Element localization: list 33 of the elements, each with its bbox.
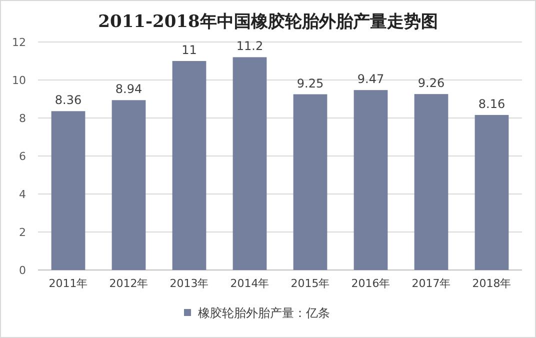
- x-tick-label: 2012年: [109, 277, 148, 290]
- x-tick-label: 2016年: [351, 277, 390, 290]
- bar: [112, 100, 146, 270]
- y-tick-label: 2: [19, 226, 26, 239]
- x-tick-label: 2011年: [48, 277, 88, 290]
- data-label: 8.16: [478, 96, 506, 111]
- legend-label: 橡胶轮胎外胎产量：亿条: [198, 306, 330, 320]
- y-tick-label: 8: [19, 112, 26, 125]
- x-tick-label: 2015年: [290, 277, 330, 290]
- bar: [51, 111, 86, 270]
- x-tick-label: 2014年: [230, 277, 270, 290]
- data-label: 9.26: [418, 76, 445, 90]
- x-tick-label: 2018年: [472, 277, 512, 290]
- data-label: 9.25: [296, 76, 324, 90]
- bar: [172, 61, 206, 270]
- bar: [293, 94, 328, 270]
- data-label: 11.2: [236, 39, 264, 54]
- bar: [474, 114, 509, 270]
- data-label: 9.47: [357, 72, 384, 86]
- y-tick-label: 12: [12, 36, 26, 49]
- bar: [414, 94, 448, 270]
- chart-title: 2011-2018年中国橡胶轮胎外胎产量走势图: [98, 12, 438, 32]
- data-label: 11: [182, 43, 197, 57]
- bar: [354, 90, 388, 270]
- x-tick-label: 2013年: [170, 277, 209, 290]
- x-tick-label: 2017年: [412, 277, 451, 290]
- y-tick-label: 6: [19, 150, 26, 163]
- data-label: 8.94: [115, 82, 142, 96]
- y-tick-label: 4: [19, 188, 26, 201]
- y-tick-label: 0: [19, 264, 26, 277]
- data-label: 8.36: [54, 93, 82, 108]
- bar: [232, 57, 267, 270]
- y-tick-label: 10: [12, 74, 26, 87]
